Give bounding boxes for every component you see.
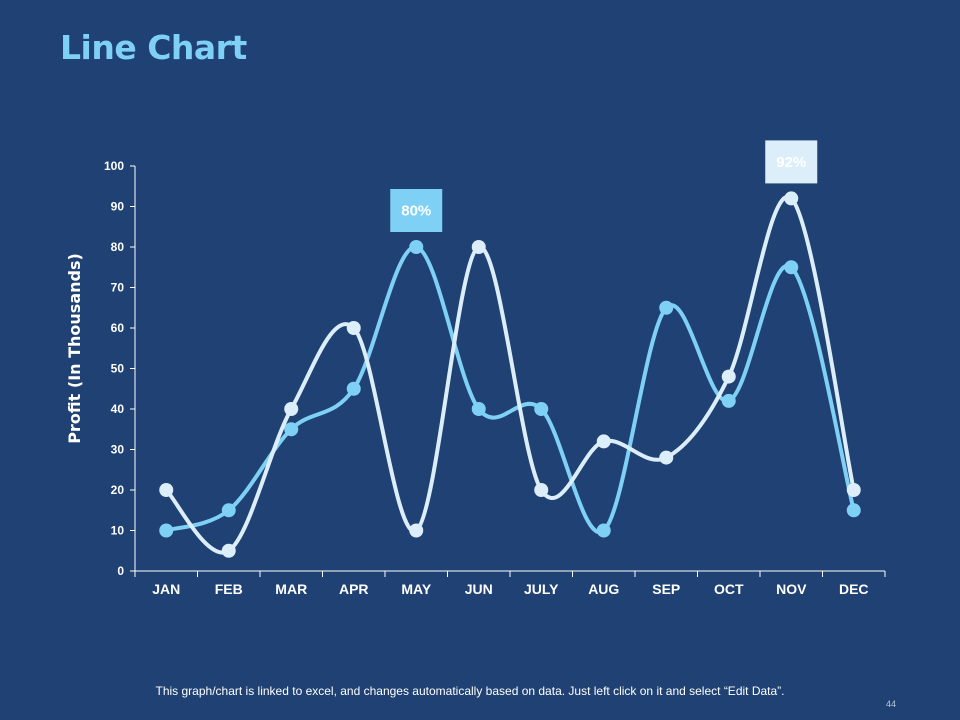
annotation-label: 92% bbox=[776, 154, 806, 171]
series-2-point-sep bbox=[659, 300, 674, 315]
series-2-point-mar bbox=[284, 422, 299, 437]
series-1-point-may bbox=[409, 523, 424, 538]
series-2-point-jun bbox=[471, 402, 486, 416]
annotation-box bbox=[765, 140, 818, 184]
y-tick-label: 90 bbox=[111, 200, 125, 214]
series-2-point-july bbox=[534, 402, 549, 416]
series-1-point-sep bbox=[659, 450, 674, 465]
y-tick-label: 20 bbox=[111, 483, 125, 497]
series-1-point-jan bbox=[159, 483, 174, 497]
annotation-may: 80% bbox=[390, 189, 443, 232]
series-1-point-aug bbox=[596, 434, 611, 449]
series-2-point-oct bbox=[721, 393, 736, 408]
series-2 bbox=[159, 240, 861, 538]
y-axis-title: Profit (In Thousands) bbox=[65, 253, 84, 444]
y-tick-label: 10 bbox=[111, 524, 125, 538]
x-tick-label: APR bbox=[339, 581, 369, 597]
x-tick-label: JULY bbox=[524, 581, 559, 597]
series-2-point-aug bbox=[596, 523, 611, 538]
x-tick-label: JUN bbox=[465, 581, 493, 597]
series-1 bbox=[159, 191, 861, 558]
x-tick-label: MAY bbox=[401, 581, 431, 597]
series-2-point-jan bbox=[159, 523, 174, 538]
series-1-point-july bbox=[534, 483, 549, 497]
x-tick-label: FEB bbox=[215, 581, 243, 597]
x-tick-label: JAN bbox=[152, 581, 180, 597]
x-tick-label: AUG bbox=[588, 581, 619, 597]
y-tick-label: 0 bbox=[117, 564, 124, 578]
chart-series bbox=[159, 191, 861, 558]
page-number: 44 bbox=[886, 699, 897, 709]
x-tick-label: MAR bbox=[275, 581, 307, 597]
series-2-line bbox=[164, 245, 856, 535]
slide-title: Line Chart bbox=[60, 28, 247, 67]
series-1-point-dec bbox=[846, 483, 861, 497]
series-1-point-mar bbox=[284, 402, 299, 416]
series-1-point-oct bbox=[721, 369, 736, 384]
series-2-point-feb bbox=[221, 503, 236, 518]
series-1-point-feb bbox=[221, 543, 236, 558]
x-tick-label: DEC bbox=[839, 581, 869, 597]
series-2-point-may bbox=[409, 240, 424, 254]
annotation-label: 80% bbox=[401, 203, 431, 220]
y-tick-label: 100 bbox=[104, 159, 124, 173]
y-tick-label: 80 bbox=[111, 240, 125, 254]
x-tick-label: NOV bbox=[776, 581, 807, 597]
series-2-point-dec bbox=[846, 503, 861, 518]
y-tick-label: 40 bbox=[111, 402, 125, 416]
y-tick-label: 50 bbox=[111, 362, 125, 376]
x-tick-label: OCT bbox=[714, 581, 744, 597]
x-tick-label: SEP bbox=[652, 581, 680, 597]
chart-axes: 0 10 20 30 40 50 60 70 80 90 100 JAN FEB MAR APR MAY JUN… bbox=[65, 159, 886, 597]
annotation-box bbox=[390, 189, 443, 232]
y-tick-label: 30 bbox=[111, 443, 125, 457]
chart-annotations: 80% 92% bbox=[390, 140, 818, 232]
series-1-point-nov bbox=[784, 191, 799, 206]
series-1-line bbox=[164, 194, 856, 555]
annotation-nov: 92% bbox=[765, 140, 818, 184]
series-1-point-jun bbox=[471, 240, 486, 254]
series-2-point-apr bbox=[346, 381, 361, 396]
y-tick-label: 60 bbox=[111, 321, 125, 335]
footnote: This graph/chart is linked to excel, and… bbox=[155, 684, 785, 698]
series-1-point-apr bbox=[346, 321, 361, 335]
y-tick-label: 70 bbox=[111, 281, 125, 295]
series-2-point-nov bbox=[784, 260, 799, 275]
